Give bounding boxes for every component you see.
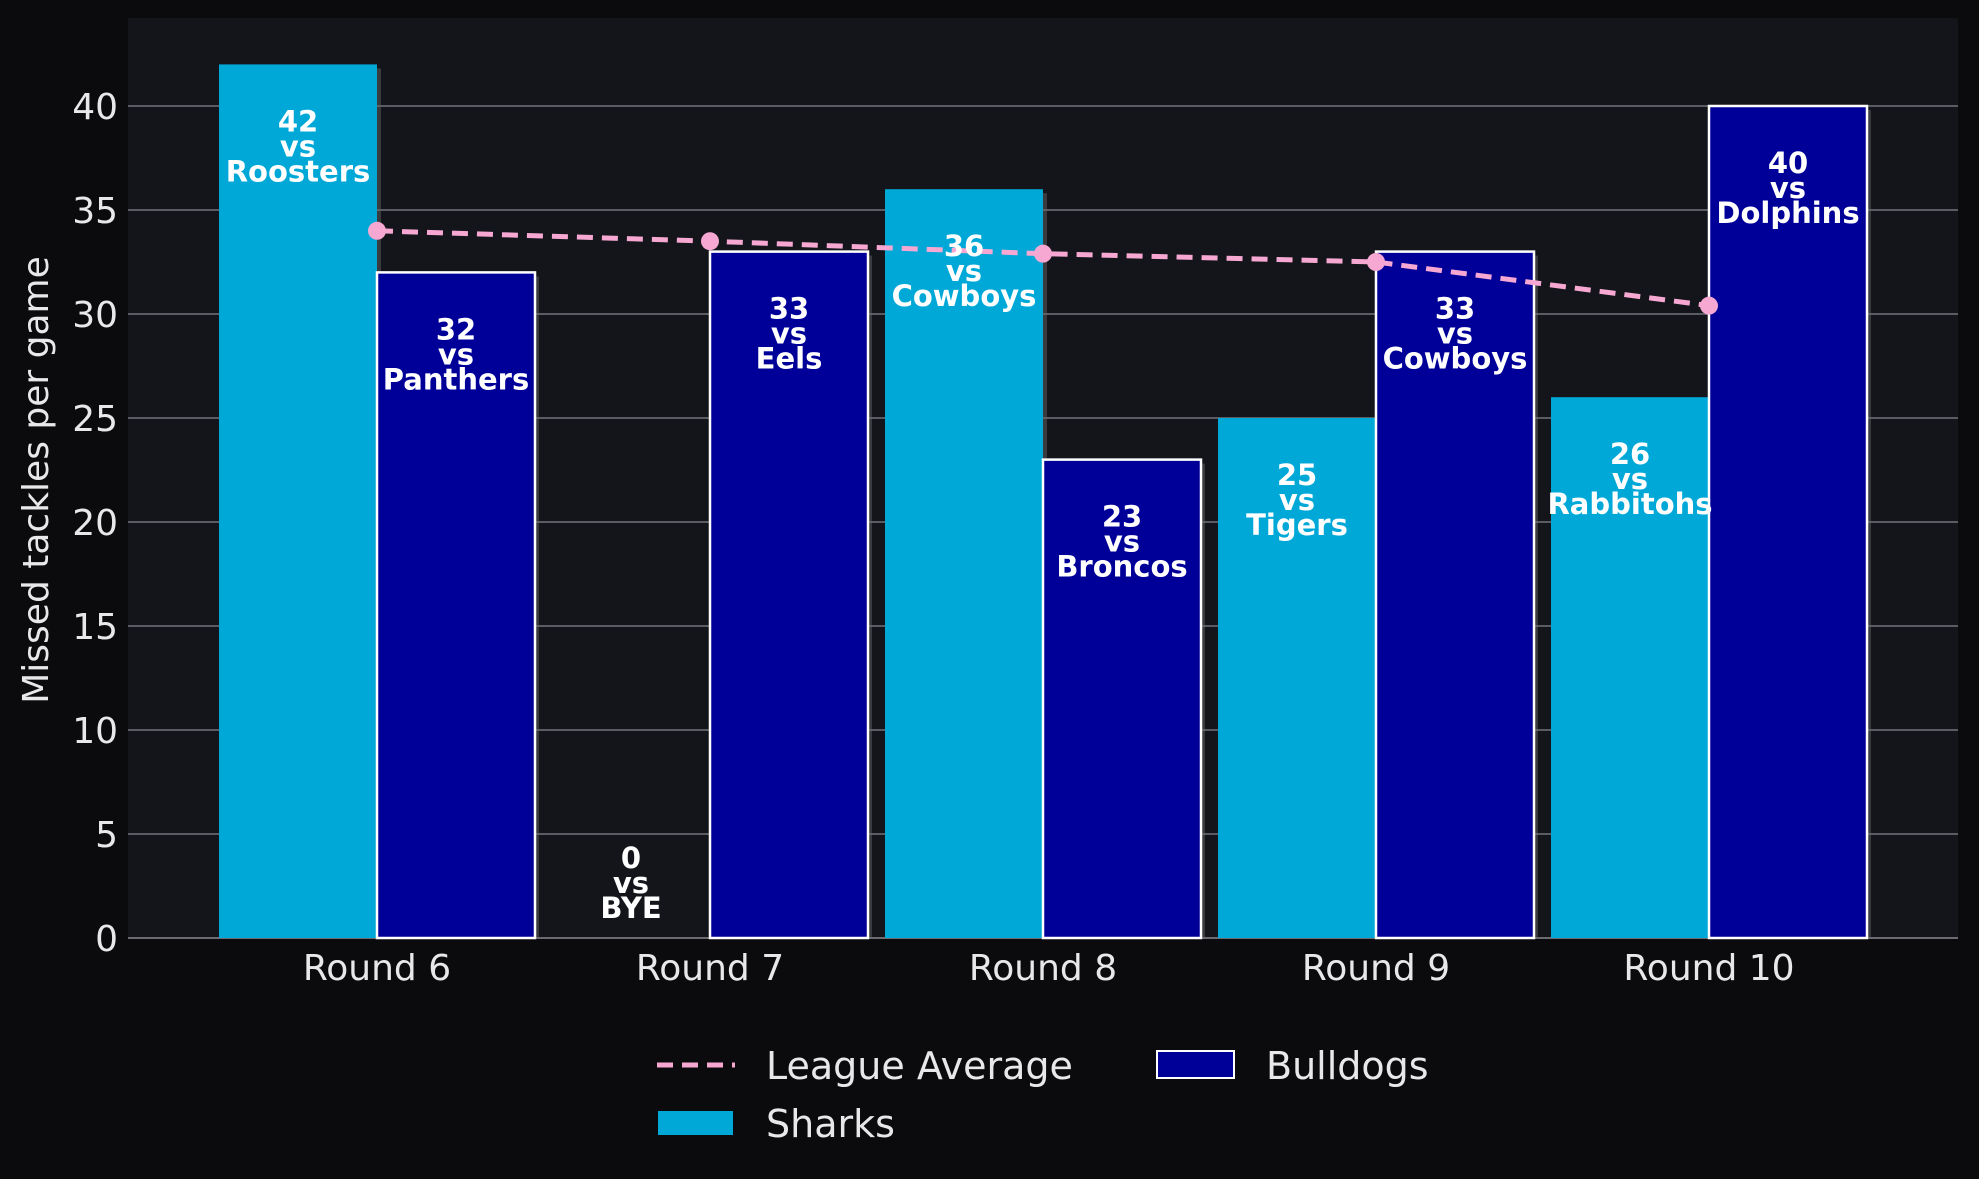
y-tick-label: 5 — [95, 815, 118, 856]
bulldogs-bar — [1707, 104, 1869, 940]
bar-label: vs — [771, 317, 807, 351]
bar-label: 26 — [1610, 437, 1650, 471]
bar-label: vs — [946, 254, 982, 288]
bar-label: vs — [1104, 525, 1140, 559]
y-tick-label: 20 — [72, 503, 118, 544]
y-tick-label: 25 — [72, 399, 118, 440]
bar-label: Panthers — [383, 362, 529, 396]
x-axis-ticks: Round 6 Round 7 Round 8 Round 9 Round 10 — [303, 948, 1795, 989]
bar-label: 40 — [1768, 146, 1808, 180]
bar-label: Rabbitohs — [1547, 487, 1712, 521]
league-average-point — [1700, 296, 1718, 315]
sharks-bar — [1218, 418, 1376, 938]
y-tick-label: 30 — [72, 295, 118, 336]
league-average-point — [368, 221, 386, 240]
x-tick-label: Round 6 — [303, 948, 451, 989]
y-axis-title: Missed tackles per game — [16, 256, 57, 704]
legend-label-bulldogs: Bulldogs — [1266, 1044, 1429, 1088]
bar-label: vs — [280, 129, 316, 163]
bar-label: BYE — [600, 891, 661, 925]
sharks-bar — [885, 189, 1043, 938]
y-tick-label: 15 — [72, 607, 118, 648]
bar-labels: 42vsRoosters32vsPanthers0vsBYE33vsEels36… — [226, 104, 1860, 925]
bulldogs-bar — [1374, 250, 1536, 940]
bar-label: Roosters — [226, 154, 371, 188]
bar-label: 23 — [1102, 500, 1142, 534]
x-tick-label: Round 8 — [969, 948, 1117, 989]
y-tick-label: 0 — [95, 919, 118, 960]
bar-label: Tigers — [1246, 508, 1348, 542]
sharks-bar — [219, 64, 377, 938]
league-average-path — [376, 228, 1710, 309]
bar-label: vs — [613, 866, 649, 900]
sharks-bar — [1551, 397, 1709, 938]
legend: League Average Sharks Bulldogs — [657, 1044, 1429, 1146]
bar-label: Cowboys — [892, 279, 1037, 313]
bar-label: 25 — [1277, 458, 1317, 492]
bulldogs-bar — [375, 271, 537, 940]
bar-label: Dolphins — [1716, 196, 1859, 230]
bar-label: 33 — [1435, 292, 1475, 326]
league-average-point — [1367, 253, 1385, 271]
y-tick-label: 40 — [72, 87, 118, 128]
bar-label: Eels — [756, 342, 823, 376]
bar-label: vs — [1279, 483, 1315, 517]
y-tick-label: 35 — [72, 191, 118, 232]
bulldogs-bar — [1041, 458, 1203, 940]
bar-label: 33 — [769, 292, 809, 326]
bar-label: vs — [1612, 462, 1648, 496]
bar-label: vs — [1770, 171, 1806, 205]
bar-label: Cowboys — [1383, 342, 1528, 376]
bar-label: vs — [1437, 317, 1473, 351]
bar-label: 32 — [436, 312, 476, 346]
bulldogs-bar — [708, 250, 870, 940]
bar-label: 42 — [278, 104, 318, 138]
bar-label: 36 — [944, 229, 984, 263]
legend-swatch-bulldogs — [1156, 1050, 1235, 1079]
x-tick-label: Round 10 — [1623, 948, 1794, 989]
bars — [219, 64, 1871, 940]
league-average-line — [368, 221, 1718, 315]
bar-label: 0 — [621, 841, 641, 875]
bar-label: Broncos — [1056, 550, 1187, 584]
bar-label: vs — [438, 337, 474, 371]
legend-swatch-sharks — [658, 1111, 733, 1135]
y-tick-label: 10 — [72, 711, 118, 752]
league-average-point — [701, 232, 719, 251]
league-average-point — [1034, 244, 1052, 263]
x-tick-label: Round 9 — [1302, 948, 1450, 989]
y-axis-ticks: 0 5 10 15 20 25 30 35 40 — [72, 87, 118, 960]
legend-label-sharks: Sharks — [766, 1102, 895, 1146]
legend-label-league-average: League Average — [766, 1044, 1073, 1088]
x-tick-label: Round 7 — [636, 948, 784, 989]
